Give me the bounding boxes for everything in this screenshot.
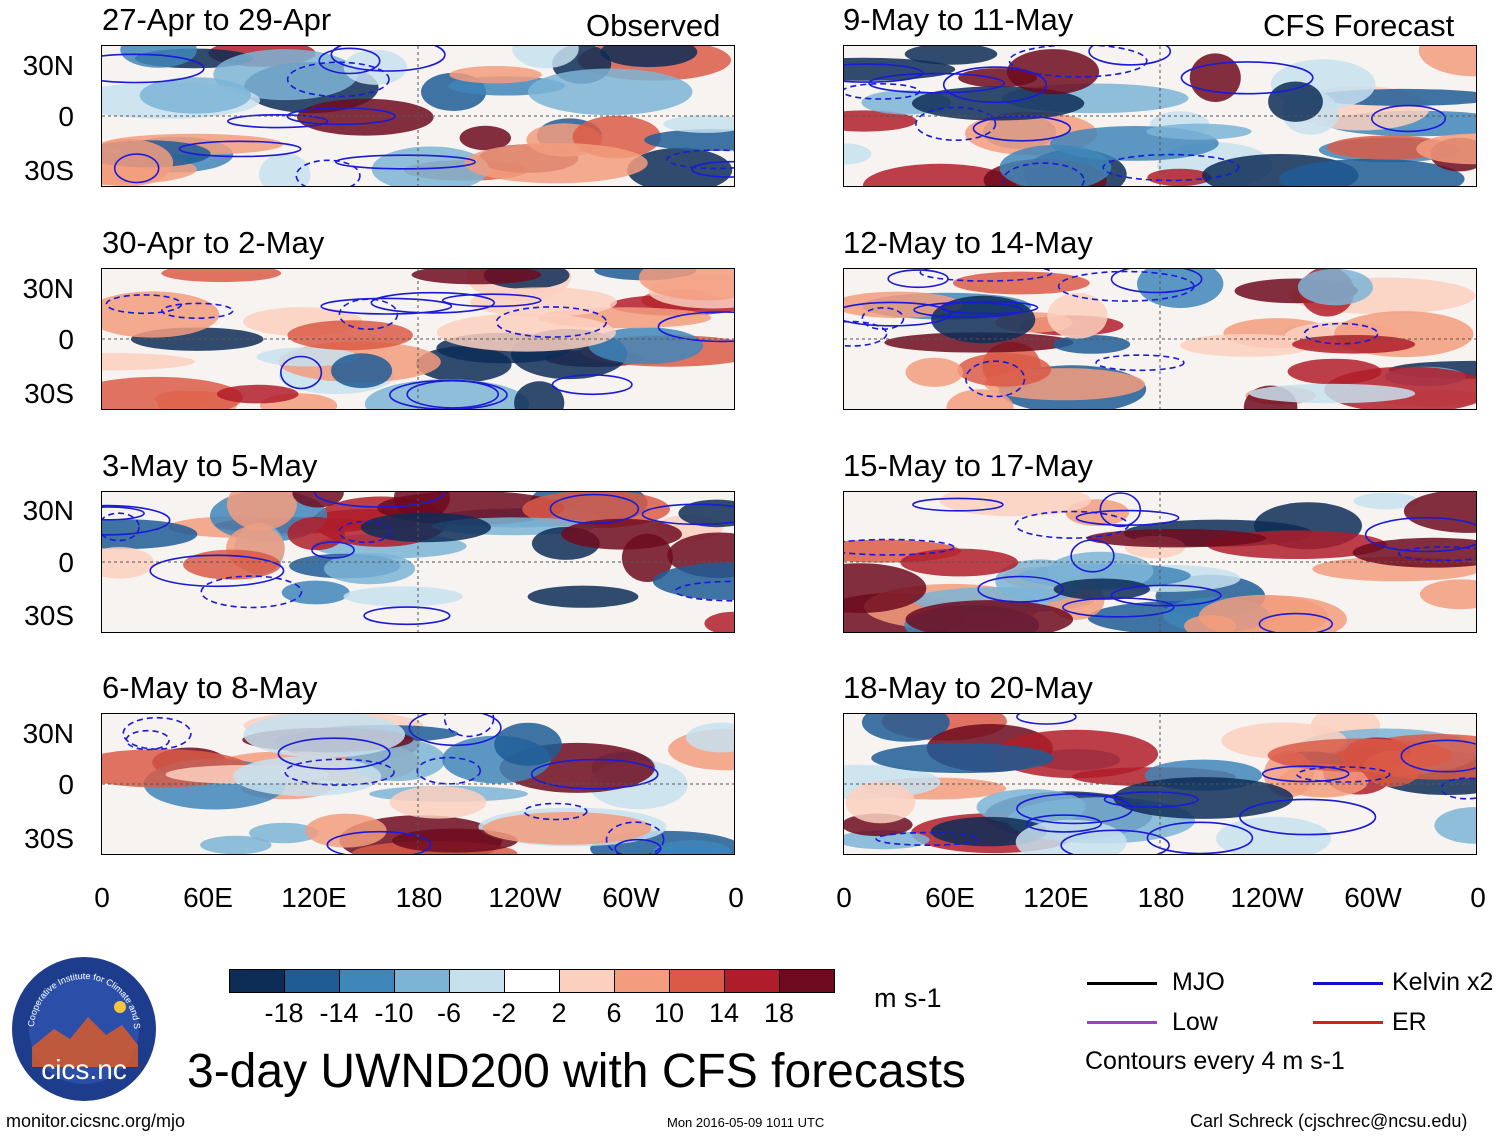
footer-timestamp: Mon 2016-05-09 1011 UTC (667, 1115, 825, 1130)
main-title: 3-day UWND200 with CFS forecasts (187, 1045, 966, 1098)
colorbar-box (559, 969, 615, 993)
colorbar-box (339, 969, 395, 993)
colorbar-box (449, 969, 505, 993)
lon-label: 0 (728, 882, 744, 913)
forecast-column-title: CFS Forecast (1263, 8, 1455, 43)
logo-text: cics.nc (41, 1054, 127, 1085)
panel-title-obs-1: 27-Apr to 29-Apr (102, 2, 332, 37)
lon-label: 60E (925, 882, 975, 913)
map-panel (843, 45, 1477, 187)
lat-label-30s: 30S (24, 155, 74, 186)
colorbar-tick-label: -6 (436, 998, 461, 1028)
colorbar (229, 969, 835, 993)
colorbar-tick-label: 18 (763, 998, 795, 1028)
panel-title-fcst-4: 18-May to 20-May (843, 670, 1093, 705)
colorbar-tick-label: -18 (264, 998, 304, 1028)
map-panel (101, 713, 735, 855)
lat-label-eq: 0 (58, 101, 74, 132)
colorbar-box (779, 969, 835, 993)
lon-label: 0 (836, 882, 852, 913)
panel-title-obs-2: 30-Apr to 2-May (102, 225, 325, 260)
map-panel (843, 268, 1477, 410)
colorbar-box (229, 969, 285, 993)
lon-label: 120E (1023, 882, 1089, 913)
lat-label-30n: 30N (22, 718, 74, 749)
map-field (844, 46, 1476, 186)
legend-kelvin-label: Kelvin x2 (1392, 968, 1494, 996)
lon-label: 60W (1344, 882, 1402, 913)
lon-label: 60W (602, 882, 660, 913)
map-field (844, 269, 1476, 409)
map-field (102, 492, 734, 632)
legend-er-line (1313, 1021, 1383, 1024)
map-field (844, 492, 1476, 632)
cics-logo: Cooperative Institute for Climate and Sa… (7, 947, 158, 1103)
colorbar-box (724, 969, 780, 993)
lon-label: 120W (1230, 882, 1304, 913)
panel-title-obs-4: 6-May to 8-May (102, 670, 318, 705)
lat-label-30n: 30N (22, 495, 74, 526)
lon-label: 180 (395, 882, 443, 913)
colorbar-box (504, 969, 560, 993)
contour-note: Contours every 4 m s-1 (1085, 1047, 1345, 1075)
colorbar-box (614, 969, 670, 993)
lat-label-eq: 0 (58, 547, 74, 578)
lon-label: 60E (183, 882, 233, 913)
colorbar-box (284, 969, 340, 993)
map-panel (101, 268, 735, 410)
lon-label: 180 (1137, 882, 1185, 913)
legend-mjo-line (1087, 982, 1157, 985)
panel-title-fcst-1: 9-May to 11-May (843, 2, 1074, 37)
legend-low-label: Low (1172, 1008, 1218, 1036)
map-panel (843, 491, 1477, 633)
map-field (102, 46, 734, 186)
panel-title-obs-3: 3-May to 5-May (102, 448, 318, 483)
lon-label: 0 (1470, 882, 1486, 913)
lat-label-30s: 30S (24, 600, 74, 631)
colorbar-tick-label: 14 (708, 998, 740, 1028)
lat-label-30n: 30N (22, 273, 74, 304)
map-panel (843, 713, 1477, 855)
legend-low-line (1087, 1021, 1157, 1024)
lon-label: 120E (281, 882, 347, 913)
lon-label: 120W (488, 882, 562, 913)
map-field (102, 269, 734, 409)
observed-column-title: Observed (586, 8, 721, 43)
legend-mjo-label: MJO (1172, 968, 1225, 996)
map-field (102, 714, 734, 854)
map-field (844, 714, 1476, 854)
colorbar-tick-label: -2 (491, 998, 516, 1028)
panel-title-fcst-2: 12-May to 14-May (843, 225, 1093, 260)
colorbar-tick-label: 10 (653, 998, 685, 1028)
lat-label-30s: 30S (24, 823, 74, 854)
lat-label-30n: 30N (22, 50, 74, 81)
legend-er-label: ER (1392, 1008, 1427, 1036)
legend-kelvin-line (1313, 982, 1383, 985)
lat-label-30s: 30S (24, 378, 74, 409)
colorbar-tick-label: -10 (374, 998, 414, 1028)
colorbar-box (669, 969, 725, 993)
lon-label: 0 (94, 882, 110, 913)
colorbar-tick-label: -14 (319, 998, 359, 1028)
colorbar-units: m s-1 (874, 983, 942, 1013)
colorbar-tick-label: 6 (606, 998, 622, 1028)
colorbar-tick-label: 2 (551, 998, 567, 1028)
map-panel (101, 45, 735, 187)
colorbar-box (394, 969, 450, 993)
map-panel (101, 491, 735, 633)
panel-title-fcst-3: 15-May to 17-May (843, 448, 1093, 483)
footer-url[interactable]: monitor.cicsnc.org/mjo (6, 1111, 186, 1131)
lat-label-eq: 0 (58, 769, 74, 800)
footer-author: Carl Schreck (cjschrec@ncsu.edu) (1190, 1111, 1468, 1131)
lat-label-eq: 0 (58, 324, 74, 355)
